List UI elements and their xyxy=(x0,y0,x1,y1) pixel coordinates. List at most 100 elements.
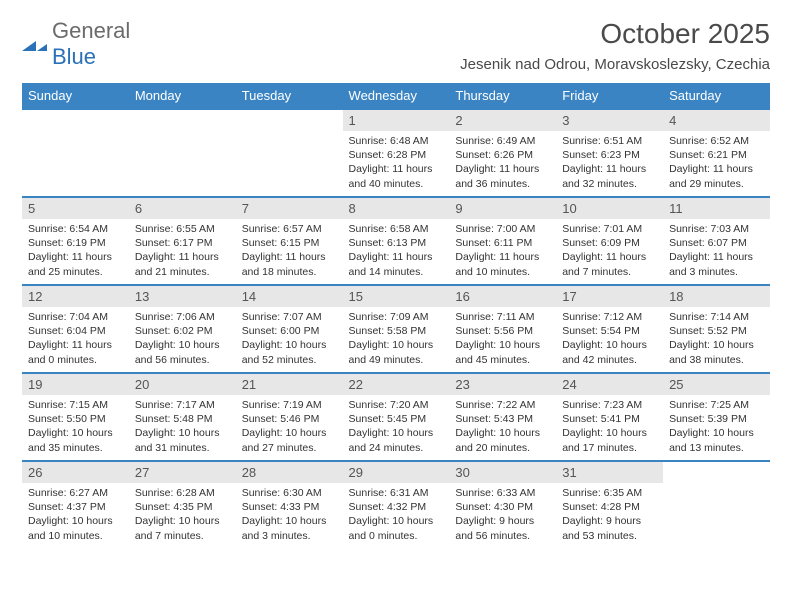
calendar-cell: 8Sunrise: 6:58 AMSunset: 6:13 PMDaylight… xyxy=(343,197,450,285)
calendar-cell: 12Sunrise: 7:04 AMSunset: 6:04 PMDayligh… xyxy=(22,285,129,373)
calendar-cell: 5Sunrise: 6:54 AMSunset: 6:19 PMDaylight… xyxy=(22,197,129,285)
calendar-cell: 24Sunrise: 7:23 AMSunset: 5:41 PMDayligh… xyxy=(556,373,663,461)
day-number: 26 xyxy=(22,462,129,483)
day-details: Sunrise: 7:03 AMSunset: 6:07 PMDaylight:… xyxy=(663,219,770,283)
day-number: 22 xyxy=(343,374,450,395)
calendar-cell: 17Sunrise: 7:12 AMSunset: 5:54 PMDayligh… xyxy=(556,285,663,373)
day-number: 15 xyxy=(343,286,450,307)
day-number: 14 xyxy=(236,286,343,307)
day-header: Saturday xyxy=(663,83,770,109)
day-details: Sunrise: 7:00 AMSunset: 6:11 PMDaylight:… xyxy=(449,219,556,283)
calendar-week: 1Sunrise: 6:48 AMSunset: 6:28 PMDaylight… xyxy=(22,109,770,197)
day-details: Sunrise: 7:17 AMSunset: 5:48 PMDaylight:… xyxy=(129,395,236,459)
calendar-cell: 20Sunrise: 7:17 AMSunset: 5:48 PMDayligh… xyxy=(129,373,236,461)
day-details: Sunrise: 6:58 AMSunset: 6:13 PMDaylight:… xyxy=(343,219,450,283)
day-details: Sunrise: 7:23 AMSunset: 5:41 PMDaylight:… xyxy=(556,395,663,459)
calendar-cell: 23Sunrise: 7:22 AMSunset: 5:43 PMDayligh… xyxy=(449,373,556,461)
day-number: 18 xyxy=(663,286,770,307)
day-number: 31 xyxy=(556,462,663,483)
header-row: General Blue October 2025 Jesenik nad Od… xyxy=(22,18,770,73)
day-number: 13 xyxy=(129,286,236,307)
day-number: 25 xyxy=(663,374,770,395)
day-number: 6 xyxy=(129,198,236,219)
day-number: 23 xyxy=(449,374,556,395)
day-number: 27 xyxy=(129,462,236,483)
day-details: Sunrise: 7:09 AMSunset: 5:58 PMDaylight:… xyxy=(343,307,450,371)
day-details: Sunrise: 7:01 AMSunset: 6:09 PMDaylight:… xyxy=(556,219,663,283)
day-details: Sunrise: 6:57 AMSunset: 6:15 PMDaylight:… xyxy=(236,219,343,283)
day-details: Sunrise: 7:25 AMSunset: 5:39 PMDaylight:… xyxy=(663,395,770,459)
day-header: Monday xyxy=(129,83,236,109)
calendar-cell: 22Sunrise: 7:20 AMSunset: 5:45 PMDayligh… xyxy=(343,373,450,461)
day-number: 11 xyxy=(663,198,770,219)
day-details: Sunrise: 7:04 AMSunset: 6:04 PMDaylight:… xyxy=(22,307,129,371)
logo-text-1: General xyxy=(52,18,130,43)
day-details: Sunrise: 6:51 AMSunset: 6:23 PMDaylight:… xyxy=(556,131,663,195)
day-number: 4 xyxy=(663,110,770,131)
calendar-cell: 9Sunrise: 7:00 AMSunset: 6:11 PMDaylight… xyxy=(449,197,556,285)
day-details: Sunrise: 6:52 AMSunset: 6:21 PMDaylight:… xyxy=(663,131,770,195)
day-header: Thursday xyxy=(449,83,556,109)
day-number: 29 xyxy=(343,462,450,483)
day-details: Sunrise: 6:28 AMSunset: 4:35 PMDaylight:… xyxy=(129,483,236,547)
calendar-cell: 13Sunrise: 7:06 AMSunset: 6:02 PMDayligh… xyxy=(129,285,236,373)
day-details: Sunrise: 7:07 AMSunset: 6:00 PMDaylight:… xyxy=(236,307,343,371)
calendar-week: 5Sunrise: 6:54 AMSunset: 6:19 PMDaylight… xyxy=(22,197,770,285)
day-details: Sunrise: 6:27 AMSunset: 4:37 PMDaylight:… xyxy=(22,483,129,547)
day-number: 28 xyxy=(236,462,343,483)
day-details: Sunrise: 7:19 AMSunset: 5:46 PMDaylight:… xyxy=(236,395,343,459)
calendar-cell: 25Sunrise: 7:25 AMSunset: 5:39 PMDayligh… xyxy=(663,373,770,461)
calendar-cell: 26Sunrise: 6:27 AMSunset: 4:37 PMDayligh… xyxy=(22,461,129,549)
day-header: Wednesday xyxy=(343,83,450,109)
page-title: October 2025 xyxy=(460,18,770,50)
day-details: Sunrise: 7:14 AMSunset: 5:52 PMDaylight:… xyxy=(663,307,770,371)
calendar-cell: 16Sunrise: 7:11 AMSunset: 5:56 PMDayligh… xyxy=(449,285,556,373)
page-subtitle: Jesenik nad Odrou, Moravskoslezsky, Czec… xyxy=(460,56,770,73)
day-details: Sunrise: 6:48 AMSunset: 6:28 PMDaylight:… xyxy=(343,131,450,195)
day-details: Sunrise: 6:49 AMSunset: 6:26 PMDaylight:… xyxy=(449,131,556,195)
calendar-cell xyxy=(236,109,343,197)
calendar-cell xyxy=(129,109,236,197)
logo-text-2: Blue xyxy=(52,44,96,69)
day-number: 17 xyxy=(556,286,663,307)
calendar-cell: 14Sunrise: 7:07 AMSunset: 6:00 PMDayligh… xyxy=(236,285,343,373)
day-header-row: SundayMondayTuesdayWednesdayThursdayFrid… xyxy=(22,83,770,109)
calendar-week: 12Sunrise: 7:04 AMSunset: 6:04 PMDayligh… xyxy=(22,285,770,373)
day-details: Sunrise: 7:11 AMSunset: 5:56 PMDaylight:… xyxy=(449,307,556,371)
title-block: October 2025 Jesenik nad Odrou, Moravsko… xyxy=(460,18,770,73)
calendar-cell: 19Sunrise: 7:15 AMSunset: 5:50 PMDayligh… xyxy=(22,373,129,461)
day-details: Sunrise: 6:55 AMSunset: 6:17 PMDaylight:… xyxy=(129,219,236,283)
day-number: 24 xyxy=(556,374,663,395)
day-number: 3 xyxy=(556,110,663,131)
calendar-cell: 15Sunrise: 7:09 AMSunset: 5:58 PMDayligh… xyxy=(343,285,450,373)
calendar-week: 19Sunrise: 7:15 AMSunset: 5:50 PMDayligh… xyxy=(22,373,770,461)
day-details: Sunrise: 6:31 AMSunset: 4:32 PMDaylight:… xyxy=(343,483,450,547)
day-number: 21 xyxy=(236,374,343,395)
logo-icon xyxy=(22,33,48,55)
day-number: 20 xyxy=(129,374,236,395)
day-details: Sunrise: 7:15 AMSunset: 5:50 PMDaylight:… xyxy=(22,395,129,459)
day-number: 5 xyxy=(22,198,129,219)
calendar-cell: 6Sunrise: 6:55 AMSunset: 6:17 PMDaylight… xyxy=(129,197,236,285)
calendar-cell: 11Sunrise: 7:03 AMSunset: 6:07 PMDayligh… xyxy=(663,197,770,285)
calendar-cell: 18Sunrise: 7:14 AMSunset: 5:52 PMDayligh… xyxy=(663,285,770,373)
day-number: 7 xyxy=(236,198,343,219)
day-number: 2 xyxy=(449,110,556,131)
calendar-cell: 31Sunrise: 6:35 AMSunset: 4:28 PMDayligh… xyxy=(556,461,663,549)
calendar-cell: 28Sunrise: 6:30 AMSunset: 4:33 PMDayligh… xyxy=(236,461,343,549)
calendar-cell: 29Sunrise: 6:31 AMSunset: 4:32 PMDayligh… xyxy=(343,461,450,549)
calendar-cell: 4Sunrise: 6:52 AMSunset: 6:21 PMDaylight… xyxy=(663,109,770,197)
day-header: Friday xyxy=(556,83,663,109)
day-number: 1 xyxy=(343,110,450,131)
calendar-week: 26Sunrise: 6:27 AMSunset: 4:37 PMDayligh… xyxy=(22,461,770,549)
day-number: 16 xyxy=(449,286,556,307)
calendar-body: 1Sunrise: 6:48 AMSunset: 6:28 PMDaylight… xyxy=(22,109,770,549)
calendar-table: SundayMondayTuesdayWednesdayThursdayFrid… xyxy=(22,83,770,549)
day-details: Sunrise: 6:35 AMSunset: 4:28 PMDaylight:… xyxy=(556,483,663,547)
day-details: Sunrise: 7:20 AMSunset: 5:45 PMDaylight:… xyxy=(343,395,450,459)
calendar-cell: 30Sunrise: 6:33 AMSunset: 4:30 PMDayligh… xyxy=(449,461,556,549)
day-header: Sunday xyxy=(22,83,129,109)
calendar-cell xyxy=(663,461,770,549)
day-number: 12 xyxy=(22,286,129,307)
day-number: 30 xyxy=(449,462,556,483)
